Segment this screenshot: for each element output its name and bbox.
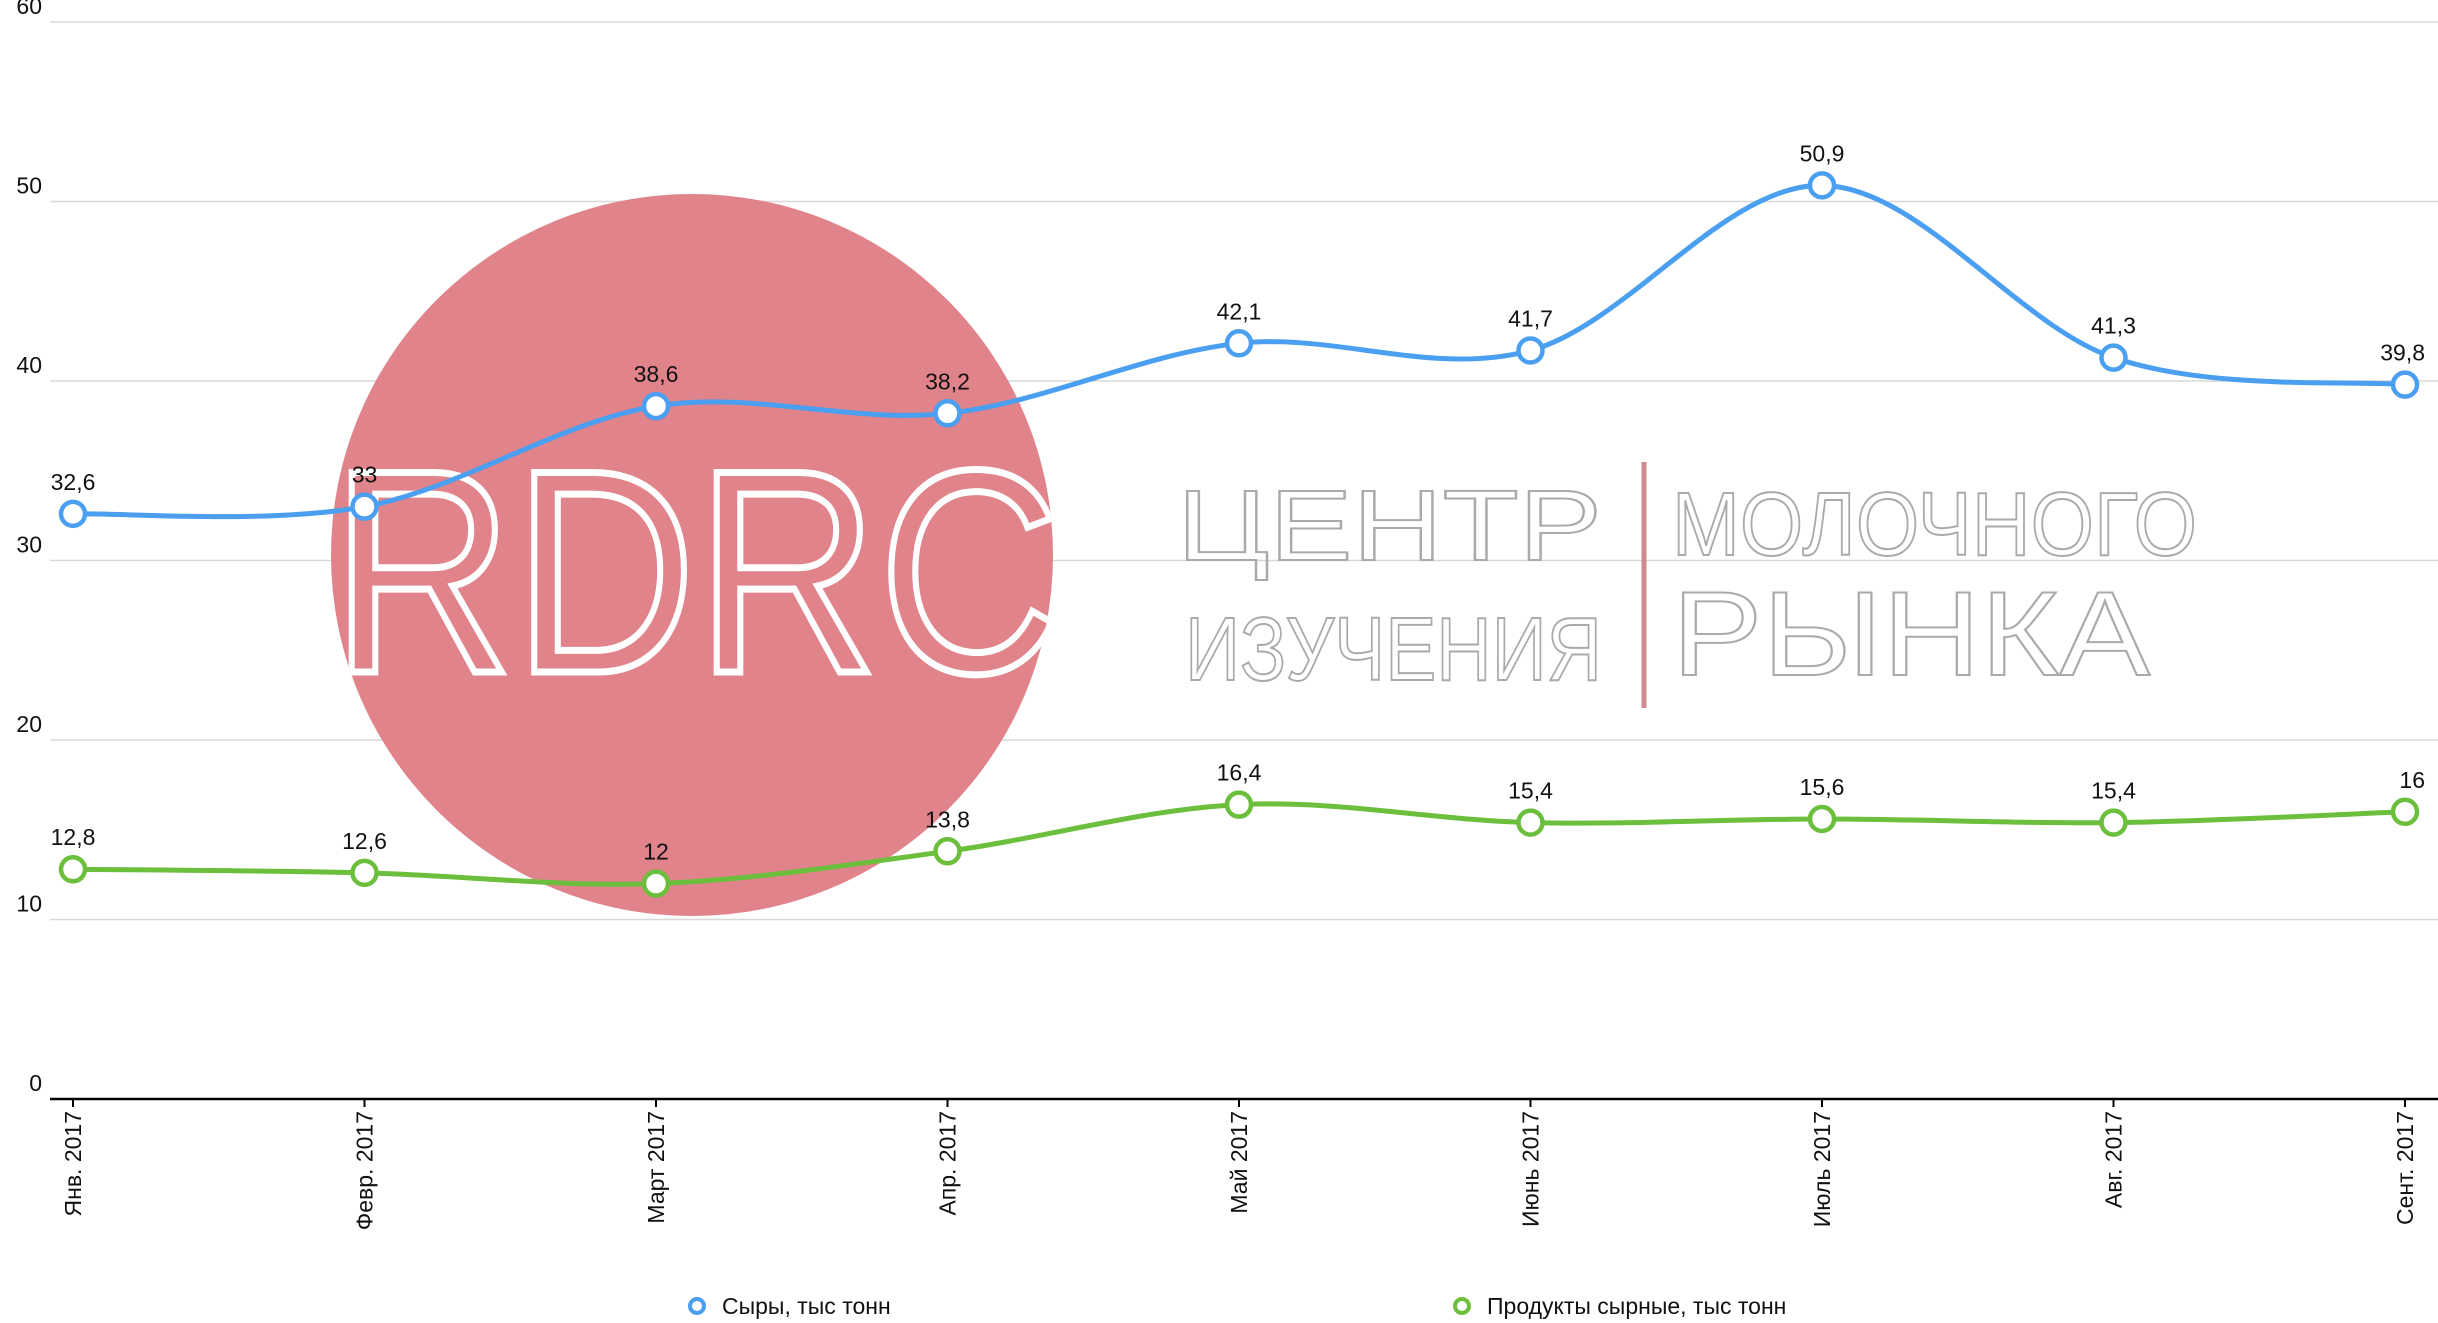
x-tick-label: Апр. 2017 <box>935 1111 961 1216</box>
data-point <box>1516 808 1545 837</box>
data-label: 12,8 <box>51 824 96 850</box>
data-point <box>933 399 962 428</box>
data-label: 50,9 <box>1800 140 1845 166</box>
data-label: 12,6 <box>342 828 387 854</box>
y-tick-label: 20 <box>16 711 42 737</box>
x-tick-label: Март 2017 <box>643 1111 669 1224</box>
data-point <box>1224 790 1254 819</box>
x-tick-label: Июль 2017 <box>1809 1111 1835 1227</box>
data-point <box>2390 797 2420 827</box>
data-label: 38,2 <box>925 368 970 394</box>
legend-marker <box>1453 1297 1471 1315</box>
data-point <box>2099 808 2128 837</box>
x-tick-label: Май 2017 <box>1226 1111 1252 1214</box>
data-label: 38,6 <box>634 361 679 387</box>
data-label: 12 <box>643 839 669 865</box>
data-label: 13,8 <box>925 806 970 832</box>
series-line <box>72 182 2406 520</box>
data-point <box>1807 171 1837 200</box>
watermark-text: РЫНКА <box>1672 567 2150 701</box>
data-point <box>1516 336 1545 365</box>
data-point <box>1807 804 1837 834</box>
x-tick-label: Июнь 2017 <box>1518 1111 1544 1227</box>
data-label: 32,6 <box>51 469 96 495</box>
legend-label: Сыры, тыс тонн <box>722 1293 891 1319</box>
legend-label: Продукты сырные, тыс тонн <box>1487 1293 1786 1319</box>
data-label: 33 <box>352 462 378 488</box>
x-tick-label: Февр. 2017 <box>352 1111 378 1230</box>
data-point <box>2390 370 2420 399</box>
data-label: 15,4 <box>2091 778 2136 804</box>
watermark-text: МОЛОЧНОГО <box>1672 475 2197 575</box>
data-label: 16,4 <box>1217 760 1262 786</box>
data-point <box>933 837 962 866</box>
y-tick-label: 30 <box>16 532 42 558</box>
logo-text: RDRC <box>331 410 1061 734</box>
data-point <box>641 391 671 421</box>
data-point <box>641 869 671 898</box>
logo-circle <box>331 194 1053 916</box>
y-tick-label: 10 <box>16 891 42 917</box>
data-point <box>58 499 88 529</box>
x-tick-label: Авг. 2017 <box>2101 1111 2127 1208</box>
data-point <box>350 858 379 888</box>
watermark: RDRC ЦЕНТР ИЗУЧЕНИЯ МОЛОЧНОГО РЫНКА <box>331 194 2198 916</box>
data-label: 15,4 <box>1508 778 1553 804</box>
data-label: 41,3 <box>2091 313 2136 339</box>
y-tick-label: 60 <box>16 0 42 19</box>
y-tick-label: 40 <box>16 352 42 378</box>
data-label: 16 <box>2399 767 2425 793</box>
data-point <box>1224 329 1254 358</box>
data-point <box>2099 343 2128 372</box>
y-tick-label: 0 <box>29 1070 42 1096</box>
watermark-text: ИЗУЧЕНИЯ <box>1185 600 1602 700</box>
data-label: 42,1 <box>1217 298 1262 324</box>
watermark-text: ЦЕНТР <box>1177 470 1602 582</box>
x-tick-label: Янв. 2017 <box>60 1111 86 1216</box>
data-label: 39,8 <box>2380 340 2425 366</box>
data-point <box>350 492 379 521</box>
data-label: 15,6 <box>1800 774 1845 800</box>
x-tick-label: Сент. 2017 <box>2392 1111 2418 1225</box>
data-label: 41,7 <box>1508 305 1553 331</box>
legend-marker <box>688 1297 706 1315</box>
data-point <box>58 854 88 884</box>
y-tick-label: 50 <box>16 173 42 199</box>
